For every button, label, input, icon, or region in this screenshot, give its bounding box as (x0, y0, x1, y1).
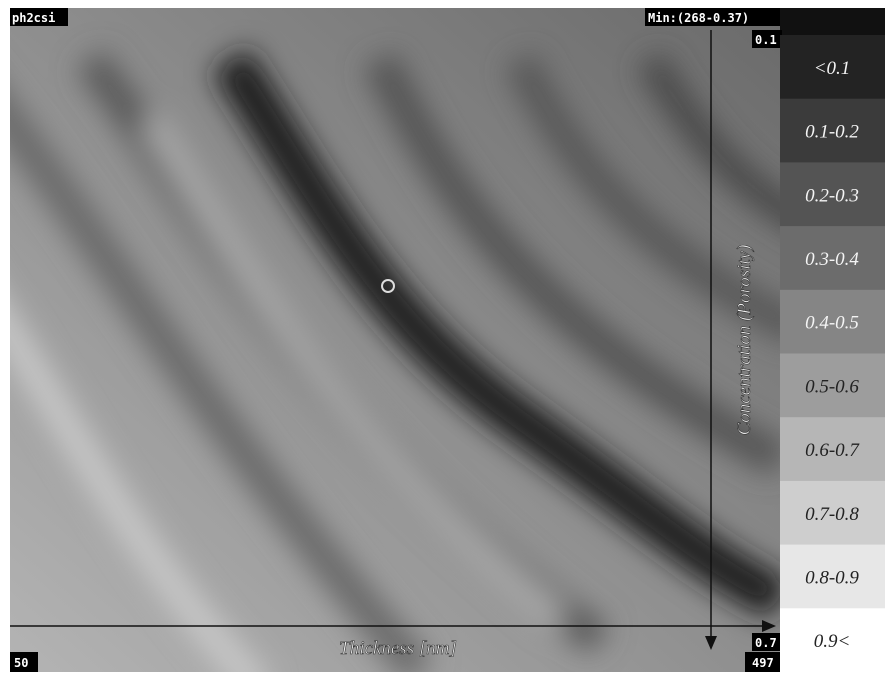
legend-label: 0.6-0.7 (805, 440, 860, 461)
legend-label: 0.8-0.9 (805, 567, 859, 588)
x-end: 497 (752, 656, 774, 670)
contour-map (0, 8, 820, 675)
legend: <0.1 0.1-0.2 0.2-0.3 0.3-0.4 0.4-0.5 0.5-0.6 0… (780, 35, 885, 673)
y-start: 0.1 (755, 33, 777, 47)
legend-label: 0.3-0.4 (805, 249, 859, 270)
legend-label: 0.7-0.8 (805, 504, 859, 525)
x-start: 50 (14, 656, 28, 670)
legend-label: 0.9< (814, 631, 851, 652)
legend-label: 0.1-0.2 (805, 122, 859, 143)
y-axis-label: Concentration (Porosity) (734, 245, 755, 436)
file-name: ph2csi (12, 11, 55, 25)
y-end: 0.7 (755, 636, 777, 650)
legend-label: 0.5-0.6 (805, 376, 859, 397)
x-axis-label: Thickness [nm] (339, 638, 457, 659)
legend-label: <0.1 (814, 58, 851, 79)
min-label: Min:(268-0.37) (648, 11, 749, 25)
legend-top (780, 8, 885, 35)
legend-label: 0.4-0.5 (805, 313, 859, 334)
legend-label: 0.2-0.3 (805, 185, 859, 206)
map-window: ph2csi Min:(268-0.37) 0.1 0.7 497 50 Thi… (0, 0, 885, 675)
